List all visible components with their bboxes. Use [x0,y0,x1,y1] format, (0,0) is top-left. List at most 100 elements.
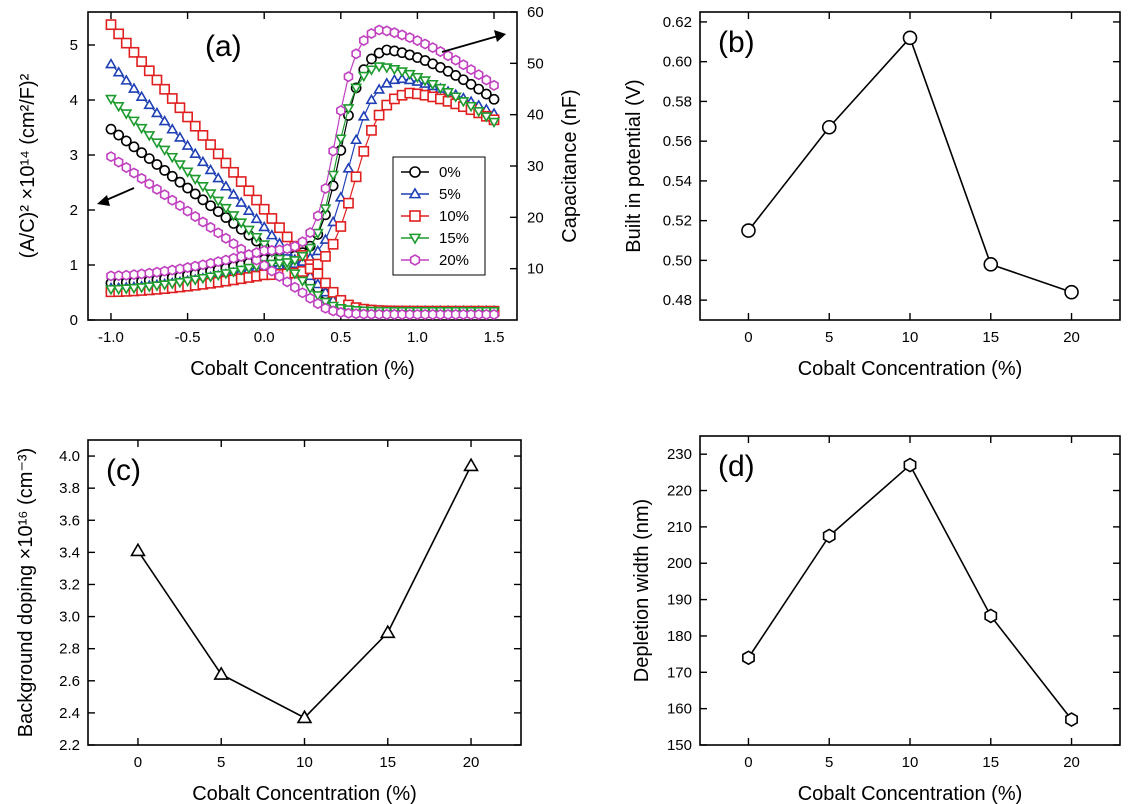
panel-label: (d) [718,450,755,483]
data-point [328,305,338,317]
data-point [167,194,178,206]
data-point [288,256,301,267]
data-point [106,151,116,163]
data-point [274,244,285,256]
x-tick-label: 0 [744,329,752,346]
data-point [450,308,461,321]
data-point [242,263,255,275]
x-tick-label: 20 [463,754,480,771]
data-line [747,463,1073,721]
data-point [902,30,918,46]
x-axis-title: Cobalt Concentration (%) [798,358,1023,380]
data-point [105,19,117,31]
data-point [136,147,148,159]
data-point [403,69,416,81]
x-tick-label: 15 [982,329,999,346]
y-tick-label: 210 [667,519,692,536]
y-tick-label: 0.52 [663,213,692,230]
legend-marker [408,187,422,199]
data-point [235,265,248,277]
data-point [190,260,201,272]
y-tick-label: 4.0 [59,448,80,465]
data-point [458,308,469,321]
legend-marker [409,166,421,178]
x-axis-title: Cobalt Concentration (%) [798,783,1023,804]
data-point [351,48,361,60]
data-point [120,37,132,49]
data-point [404,32,415,44]
data-point [313,210,323,222]
chart-panel-b: 0 5 10 15 20 0.48 0.50 0.52 0.54 0.56 0.58 0.60 0.62… [623,11,1121,380]
y-tick-label: 200 [667,555,692,572]
legend-marker [408,233,422,245]
data-point [465,101,478,113]
x-axis-title: Cobalt Concentration (%) [190,358,415,380]
data-point [128,141,140,153]
data-point [472,107,485,118]
data-point [296,251,309,263]
data-point [473,308,484,321]
data-point [158,280,171,291]
data-point [166,170,178,182]
y-tick-label: 3.0 [59,609,80,626]
data-point [267,244,277,256]
legend-label: 10% [439,208,469,225]
data-point [350,171,362,183]
data-point [212,206,224,218]
legend-label: 0% [439,164,461,181]
plot-frame [87,439,522,746]
arrow-left-axis [103,187,135,202]
data-point [420,38,430,50]
y-tick-label: 0.48 [663,292,692,309]
data-point [822,528,836,544]
data-point [320,302,331,314]
data-point [112,284,125,296]
y-axis-title: (A/C)² ×10¹⁴ (cm²/F)² [17,73,39,258]
data-point [1064,284,1079,300]
data-point [197,130,209,141]
data-point [350,83,363,94]
data-point [204,272,217,283]
x-tick-label: 15 [982,754,999,771]
data-point [190,211,201,223]
data-point [267,265,277,277]
data-point [251,247,262,259]
data-point [412,35,423,47]
x-tick-label: -0.5 [175,329,201,346]
data-point [373,109,385,121]
y2-tick-label: 40 [527,107,544,124]
data-point [380,63,393,74]
data-point [228,238,239,250]
data-point [336,105,346,117]
y2-axis-title: Capacitance (nF) [559,89,581,242]
data-point [365,65,378,76]
data-point [903,457,917,473]
data-point [166,93,178,104]
x-tick-label: 1.5 [484,329,505,346]
data-point [389,27,400,39]
data-point [350,133,363,145]
data-point [106,270,116,282]
y-tick-label: 3.4 [59,544,80,561]
data-point [290,281,300,293]
data-point [196,273,209,285]
data-point [379,624,396,639]
data-point [404,308,415,321]
legend-marker [409,254,421,266]
data-point [197,194,209,206]
data-point [129,269,139,281]
legend-label: 15% [439,230,469,247]
data-point [189,188,201,200]
data-point [397,29,407,41]
data-point [150,106,163,118]
data-point [358,308,369,320]
data-point [488,117,500,129]
y-tick-label: 0.50 [663,252,692,269]
y-tick-label: 3.8 [59,480,80,497]
data-point [213,227,224,239]
data-point [489,79,499,91]
data-point [435,308,446,321]
x-tick-label: 20 [1063,754,1080,771]
data-point [159,164,171,176]
data-point [158,145,171,157]
